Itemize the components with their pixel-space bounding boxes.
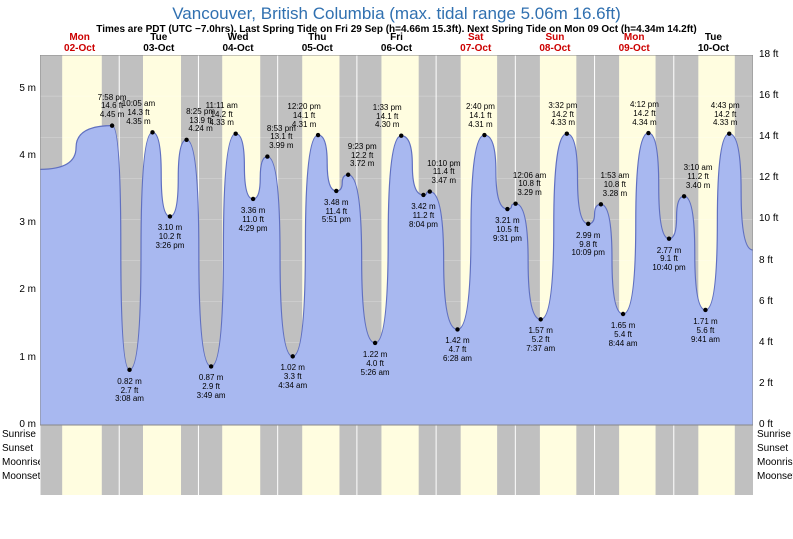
day-header: Thu05-Oct — [278, 32, 357, 54]
day-header: Wed04-Oct — [198, 32, 277, 54]
sunset-row-label: Sunset — [2, 443, 33, 454]
high-tide-label: 3:10 am11.2 ft3.40 m — [684, 164, 713, 190]
day-header: Mon02-Oct — [40, 32, 119, 54]
y-tick-ft: 16 ft — [759, 90, 778, 101]
high-tide-label: 4:12 pm14.2 ft4.34 m — [630, 101, 659, 127]
tide-chart-container: Vancouver, British Columbia (max. tidal … — [0, 0, 793, 539]
low-tide-label: 0.82 m2.7 ft3:08 am — [115, 378, 144, 404]
chart-title: Vancouver, British Columbia (max. tidal … — [0, 0, 793, 24]
y-tick-ft: 12 ft — [759, 172, 778, 183]
low-tide-label: 1.71 m5.6 ft9:41 am — [691, 318, 720, 344]
high-tide-label: 10:05 am14.3 ft4.35 m — [122, 100, 155, 126]
y-tick-ft: 6 ft — [759, 296, 773, 307]
sunrise-row-label: Sunrise — [757, 429, 791, 440]
y-tick-m: 4 m — [4, 150, 36, 161]
low-tide-label: 3.10 m10.2 ft3:26 pm — [155, 224, 184, 250]
low-tide-label: 3.42 m11.2 ft8:04 pm — [409, 203, 438, 229]
high-tide-label: 1:53 am10.8 ft3.28 m — [600, 172, 629, 198]
y-tick-ft: 8 ft — [759, 255, 773, 266]
y-tick-ft: 4 ft — [759, 337, 773, 348]
day-header: Tue10-Oct — [674, 32, 753, 54]
high-tide-label: 12:20 pm14.1 ft4.31 m — [287, 103, 320, 129]
low-tide-label: 3.48 m11.4 ft5:51 pm — [322, 199, 351, 225]
high-tide-label: 4:43 pm14.2 ft4.33 m — [711, 102, 740, 128]
low-tide-label: 1.57 m5.2 ft7:37 am — [526, 327, 555, 353]
moonrise-row-label: Moonrise — [2, 457, 43, 468]
moonrise-row-label: Moonrise — [757, 457, 793, 468]
sunrise-row-label: Sunrise — [2, 429, 36, 440]
high-tide-label: 9:23 pm12.2 ft3.72 m — [348, 143, 377, 169]
day-header: Sun08-Oct — [515, 32, 594, 54]
low-tide-label: 3.36 m11.0 ft4:29 pm — [239, 207, 268, 233]
low-tide-label: 2.77 m9.1 ft10:40 pm — [652, 247, 685, 273]
low-tide-label: 1.65 m5.4 ft8:44 am — [609, 322, 638, 348]
y-tick-ft: 18 ft — [759, 49, 778, 60]
day-header: Fri06-Oct — [357, 32, 436, 54]
y-tick-ft: 14 ft — [759, 131, 778, 142]
y-tick-m: 3 m — [4, 217, 36, 228]
high-tide-label: 1:33 pm14.1 ft4.30 m — [373, 104, 402, 130]
high-tide-label: 2:40 pm14.1 ft4.31 m — [466, 103, 495, 129]
y-tick-ft: 10 ft — [759, 213, 778, 224]
y-tick-m: 1 m — [4, 352, 36, 363]
y-tick-m: 5 m — [4, 83, 36, 94]
low-tide-label: 1.02 m3.3 ft4:34 am — [278, 364, 307, 390]
high-tide-label: 12:06 am10.8 ft3.29 m — [513, 172, 546, 198]
y-tick-ft: 2 ft — [759, 378, 773, 389]
y-tick-m: 2 m — [4, 284, 36, 295]
day-header: Mon09-Oct — [595, 32, 674, 54]
low-tide-label: 1.42 m4.7 ft6:28 am — [443, 337, 472, 363]
day-header: Tue03-Oct — [119, 32, 198, 54]
low-tide-label: 2.99 m9.8 ft10:09 pm — [572, 232, 605, 258]
high-tide-label: 3:32 pm14.2 ft4.33 m — [548, 102, 577, 128]
moonset-row-label: Moonset — [757, 471, 793, 482]
moonset-row-label: Moonset — [2, 471, 40, 482]
high-tide-label: 10:10 pm11.4 ft3.47 m — [427, 160, 460, 186]
day-header: Sat07-Oct — [436, 32, 515, 54]
sunset-row-label: Sunset — [757, 443, 788, 454]
low-tide-label: 0.87 m2.9 ft3:49 am — [197, 374, 226, 400]
low-tide-label: 3.21 m10.5 ft9:31 pm — [493, 217, 522, 243]
low-tide-label: 1.22 m4.0 ft5:26 am — [361, 351, 390, 377]
high-tide-label: 11:11 am14.2 ft4.33 m — [206, 102, 238, 128]
